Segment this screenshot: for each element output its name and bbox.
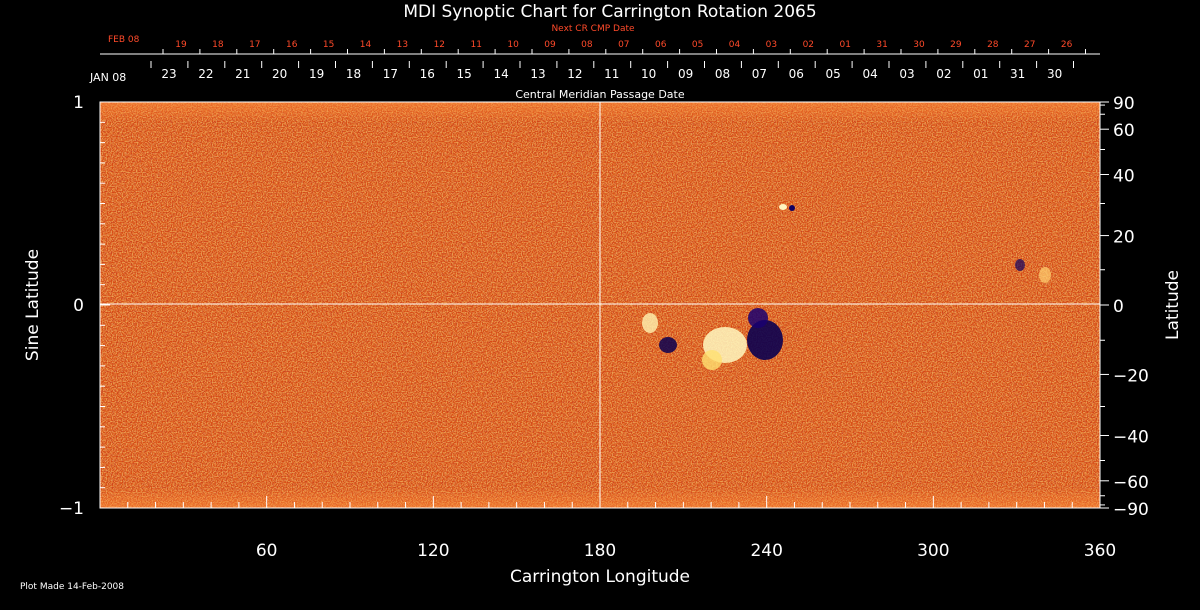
- next-cr-date-ticks: [162, 49, 1086, 54]
- y-right-tick-label: −40: [1113, 427, 1149, 447]
- cmp-date-label: 01: [973, 67, 988, 81]
- x-tick-label: 60: [256, 541, 278, 561]
- cmp-date-label: 12: [567, 67, 582, 81]
- cmp-date-label: 03: [899, 67, 914, 81]
- cmp-date-label: 16: [420, 67, 435, 81]
- cmp-date-label: 31: [1010, 67, 1025, 81]
- cmp-date-scale: 23 22 21 20 19 18 17 16 15 14 13 12 11 10 09 08 07 06 05 04…: [161, 67, 1062, 81]
- y-left-tick-label: −1: [59, 499, 84, 519]
- next-cr-date-label: 02: [803, 40, 814, 50]
- next-cr-date-label: 13: [397, 40, 408, 50]
- next-cr-date-label: 05: [692, 40, 703, 50]
- cmp-date-label: 07: [752, 67, 767, 81]
- cmp-date-label: 30: [1047, 67, 1062, 81]
- y-right-tick-label: 90: [1113, 94, 1135, 114]
- x-tick-label: 360: [1084, 541, 1116, 561]
- next-cr-date-label: 27: [1024, 40, 1035, 50]
- latitude-axis: 90 60 40 20 0 −20 −40 −60 −90: [1100, 94, 1149, 520]
- next-cr-date-label: 12: [434, 40, 445, 50]
- cmp-date-label: 18: [346, 67, 361, 81]
- jan-label: JAN 08: [89, 71, 126, 84]
- cmp-label: Central Meridian Passage Date: [515, 88, 684, 101]
- sine-latitude-axis: 1 0 −1: [59, 93, 110, 519]
- cmp-date-label: 10: [641, 67, 656, 81]
- plot-made-footer: Plot Made 14-Feb-2008: [20, 582, 124, 592]
- cmp-date-label: 08: [715, 67, 730, 81]
- next-cr-date-label: 31: [876, 40, 887, 50]
- next-cr-date-label: 07: [618, 40, 629, 50]
- next-cr-date-label: 16: [286, 40, 298, 50]
- next-cr-date-label: 28: [987, 40, 999, 50]
- cmp-date-label: 02: [936, 67, 951, 81]
- next-cr-date-label: 08: [581, 40, 593, 50]
- next-cr-date-label: 10: [507, 40, 519, 50]
- y-right-tick-label: −20: [1113, 366, 1149, 386]
- y-left-tick-label: 1: [73, 93, 84, 113]
- next-cr-date-label: 26: [1061, 40, 1073, 50]
- y-right-tick-label: 20: [1113, 228, 1135, 248]
- y-right-tick-label: 0: [1113, 297, 1124, 317]
- active-region: [642, 204, 1051, 370]
- x-axis-label: Carrington Longitude: [510, 567, 690, 587]
- next-cr-date-label: 17: [249, 40, 260, 50]
- cmp-date-ticks: [150, 61, 1074, 68]
- y-right-tick-label: −90: [1113, 500, 1149, 520]
- x-tick-label: 120: [417, 541, 449, 561]
- next-cr-date-label: 09: [544, 40, 556, 50]
- next-cr-date-scale: 19 18 17 16 15 14 13 12 11 10 09 08 07 06 05 04 03 02 01 31…: [175, 40, 1072, 50]
- y-right-tick-label: 60: [1113, 121, 1135, 141]
- cmp-date-label: 11: [604, 67, 619, 81]
- x-tick-label: 180: [584, 541, 616, 561]
- next-cr-date-label: 04: [729, 40, 741, 50]
- magnetogram-map: [100, 102, 1100, 508]
- next-cr-date-label: 06: [655, 40, 667, 50]
- y-right-tick-label: −60: [1113, 473, 1149, 493]
- y-axis-label-right: Latitude: [1163, 270, 1183, 340]
- x-tick-label: 300: [917, 541, 949, 561]
- next-cr-date-label: 01: [839, 40, 850, 50]
- chart-title: MDI Synoptic Chart for Carrington Rotati…: [403, 2, 816, 22]
- longitude-axis: 60 120 180 240 300 360: [127, 496, 1116, 561]
- cmp-date-label: 14: [493, 67, 508, 81]
- next-cr-date-label: 30: [913, 40, 925, 50]
- y-right-tick-label: 40: [1113, 167, 1135, 187]
- y-left-tick-label: 0: [73, 296, 84, 316]
- next-cr-date-label: 11: [470, 40, 481, 50]
- next-cr-date-label: 19: [175, 40, 187, 50]
- next-cr-date-label: 18: [212, 40, 224, 50]
- next-cr-date-label: 14: [360, 40, 372, 50]
- next-cr-date-label: 15: [323, 40, 334, 50]
- next-cr-label: Next CR CMP Date: [551, 24, 635, 34]
- feb-label: FEB 08: [108, 35, 140, 45]
- cmp-date-label: 19: [309, 67, 324, 81]
- cmp-date-label: 21: [235, 67, 250, 81]
- y-axis-label-left: Sine Latitude: [23, 249, 43, 361]
- next-cr-date-label: 03: [766, 40, 777, 50]
- cmp-date-label: 20: [272, 67, 287, 81]
- cmp-date-label: 13: [530, 67, 545, 81]
- cmp-date-label: 06: [789, 67, 804, 81]
- cmp-date-label: 09: [678, 67, 693, 81]
- cmp-date-label: 17: [383, 67, 398, 81]
- cmp-date-label: 23: [161, 67, 176, 81]
- x-tick-label: 240: [750, 541, 782, 561]
- cmp-date-label: 05: [826, 67, 841, 81]
- next-cr-date-label: 29: [950, 40, 962, 50]
- cmp-date-label: 04: [862, 67, 877, 81]
- cmp-date-label: 15: [457, 67, 472, 81]
- cmp-date-label: 22: [198, 67, 213, 81]
